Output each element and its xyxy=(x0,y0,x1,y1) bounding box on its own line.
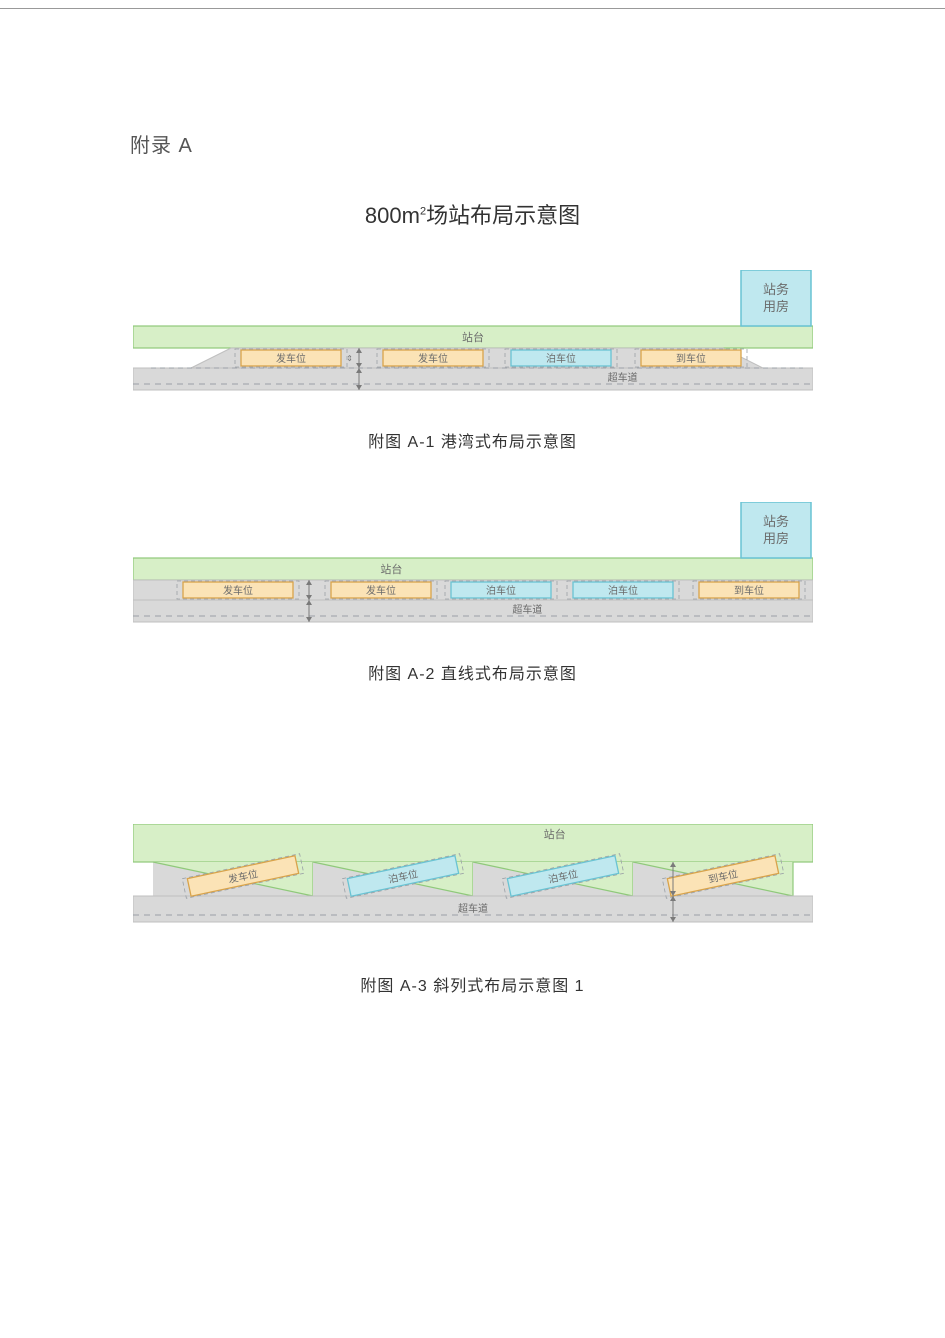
svg-text:泊车位: 泊车位 xyxy=(486,584,516,597)
figure-a3-caption: 附图 A-3 斜列式布局示意图 1 xyxy=(130,972,815,996)
main-title: 800m2场站布局示意图 xyxy=(130,198,815,230)
svg-text:到车位: 到车位 xyxy=(676,352,706,365)
figure-a1-svg: 站台超车道 发车位 发车位 泊车位 到车位 ⇕ 站务用房 xyxy=(133,270,813,400)
figure-a2-svg: 站台超车道 发车位 发车位 泊车位 泊车位 到车位 站务用房 xyxy=(133,502,813,632)
svg-text:用房: 用房 xyxy=(762,531,788,546)
svg-text:站台: 站台 xyxy=(543,827,565,841)
svg-text:到车位: 到车位 xyxy=(734,584,764,597)
svg-text:超车道: 超车道 xyxy=(458,902,488,915)
figure-a3: 站台超车道发车位泊车位泊车位到车位 xyxy=(133,824,813,944)
svg-text:发车位: 发车位 xyxy=(418,352,448,365)
appendix-label: 附录 A xyxy=(130,129,815,158)
figure-a2-caption: 附图 A-2 直线式布局示意图 xyxy=(130,660,815,684)
svg-text:超车道: 超车道 xyxy=(512,603,542,616)
svg-text:发车位: 发车位 xyxy=(366,584,396,597)
svg-text:站务: 站务 xyxy=(762,514,788,529)
figure-a1-caption: 附图 A-1 港湾式布局示意图 xyxy=(130,428,815,452)
svg-text:泊车位: 泊车位 xyxy=(608,584,638,597)
svg-text:站务: 站务 xyxy=(762,282,788,297)
main-title-prefix: 800m xyxy=(365,203,420,228)
main-title-suffix: 场站布局示意图 xyxy=(426,203,580,228)
svg-text:用房: 用房 xyxy=(762,299,788,314)
figure-a2: 站台超车道 发车位 发车位 泊车位 泊车位 到车位 站务用房 xyxy=(133,502,813,632)
svg-text:站台: 站台 xyxy=(380,562,402,576)
svg-text:泊车位: 泊车位 xyxy=(546,352,576,365)
svg-text:站台: 站台 xyxy=(462,330,484,344)
svg-text:发车位: 发车位 xyxy=(223,584,253,597)
figure-a3-svg: 站台超车道发车位泊车位泊车位到车位 xyxy=(133,824,813,944)
figure-a1: 站台超车道 发车位 发车位 泊车位 到车位 ⇕ 站务用房 xyxy=(133,270,813,400)
svg-text:超车道: 超车道 xyxy=(607,371,637,384)
svg-text:发车位: 发车位 xyxy=(276,352,306,365)
svg-text:⇕: ⇕ xyxy=(346,354,353,363)
